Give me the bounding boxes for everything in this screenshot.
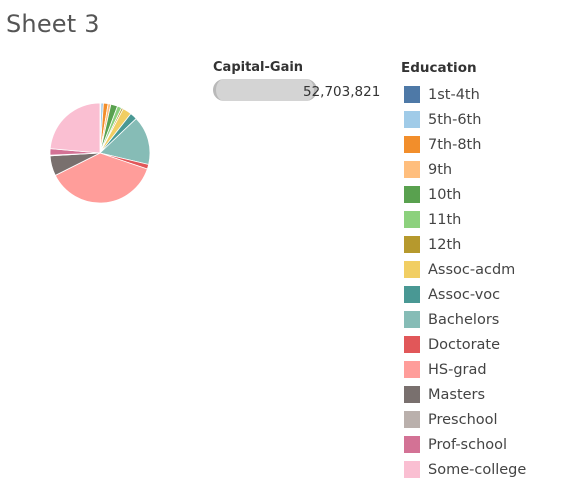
- legend-swatch: [404, 336, 420, 353]
- legend-swatch: [404, 411, 420, 428]
- legend-label: 10th: [428, 186, 462, 203]
- legend-label: Assoc-voc: [428, 286, 501, 303]
- legend-label: Prof-school: [428, 436, 508, 453]
- legend-swatch: [404, 236, 420, 253]
- color-legend: Education 1st-4th 5th-6th 7th-8th 9th 10th 11…: [401, 60, 571, 482]
- legend-label: 5th-6th: [428, 111, 482, 128]
- legend-label: Doctorate: [428, 336, 501, 353]
- legend-item-10th[interactable]: 10th: [401, 182, 571, 207]
- legend-item-hs-grad[interactable]: HS-grad: [401, 357, 571, 382]
- legend-swatch: [404, 461, 420, 478]
- legend-item-1st-4th[interactable]: 1st-4th: [401, 82, 571, 107]
- pie-slice-hs-grad[interactable]: [54, 152, 148, 204]
- legend-label: 11th: [428, 211, 462, 228]
- legend-item-masters[interactable]: Masters: [401, 382, 571, 407]
- legend-swatch: [404, 86, 420, 103]
- size-legend: Capital-Gain 52,703,821: [213, 60, 388, 101]
- legend-item-assoc-acdm[interactable]: Assoc-acdm: [401, 257, 571, 282]
- legend-swatch: [404, 311, 420, 328]
- size-legend-bar: [213, 79, 317, 101]
- legend-item-9th[interactable]: 9th: [401, 157, 571, 182]
- legend-item-preschool[interactable]: Preschool: [401, 407, 571, 432]
- legend-item-some-college[interactable]: Some-college: [401, 457, 571, 482]
- legend-swatch: [404, 286, 420, 303]
- pie-slice-bachelors[interactable]: [99, 117, 151, 166]
- legend-item-assoc-voc[interactable]: Assoc-voc: [401, 282, 571, 307]
- size-legend-value: 52,703,821: [303, 84, 381, 100]
- legend-label: 1st-4th: [428, 86, 480, 103]
- sheet-title: Sheet 3: [6, 10, 100, 38]
- legend-label: 12th: [428, 236, 462, 253]
- legend-swatch: [404, 386, 420, 403]
- legend-item-7th-8th[interactable]: 7th-8th: [401, 132, 571, 157]
- legend-item-5th-6th[interactable]: 5th-6th: [401, 107, 571, 132]
- pie-chart[interactable]: [48, 101, 152, 205]
- size-legend-title: Capital-Gain: [213, 60, 304, 75]
- legend-swatch: [404, 361, 420, 378]
- legend-swatch: [404, 261, 420, 278]
- legend-item-12th[interactable]: 12th: [401, 232, 571, 257]
- legend-label: 7th-8th: [428, 136, 482, 153]
- legend-label: 9th: [428, 161, 453, 178]
- legend-item-prof-school[interactable]: Prof-school: [401, 432, 571, 457]
- color-legend-items: 1st-4th 5th-6th 7th-8th 9th 10th 11th 12th Asso…: [401, 82, 571, 482]
- legend-label: Preschool: [428, 411, 498, 428]
- color-legend-title: Education: [401, 60, 477, 76]
- pie-slice-some-college[interactable]: [49, 102, 101, 154]
- legend-swatch: [404, 211, 420, 228]
- legend-label: HS-grad: [428, 361, 487, 378]
- legend-item-11th[interactable]: 11th: [401, 207, 571, 232]
- legend-label: Bachelors: [428, 311, 500, 328]
- legend-item-doctorate[interactable]: Doctorate: [401, 332, 571, 357]
- pie-svg[interactable]: [48, 101, 152, 205]
- legend-item-bachelors[interactable]: Bachelors: [401, 307, 571, 332]
- legend-swatch: [404, 186, 420, 203]
- legend-label: Assoc-acdm: [428, 261, 516, 278]
- legend-label: Masters: [428, 386, 486, 403]
- legend-swatch: [404, 161, 420, 178]
- legend-swatch: [404, 136, 420, 153]
- legend-swatch: [404, 436, 420, 453]
- legend-swatch: [404, 111, 420, 128]
- legend-label: Some-college: [428, 461, 527, 478]
